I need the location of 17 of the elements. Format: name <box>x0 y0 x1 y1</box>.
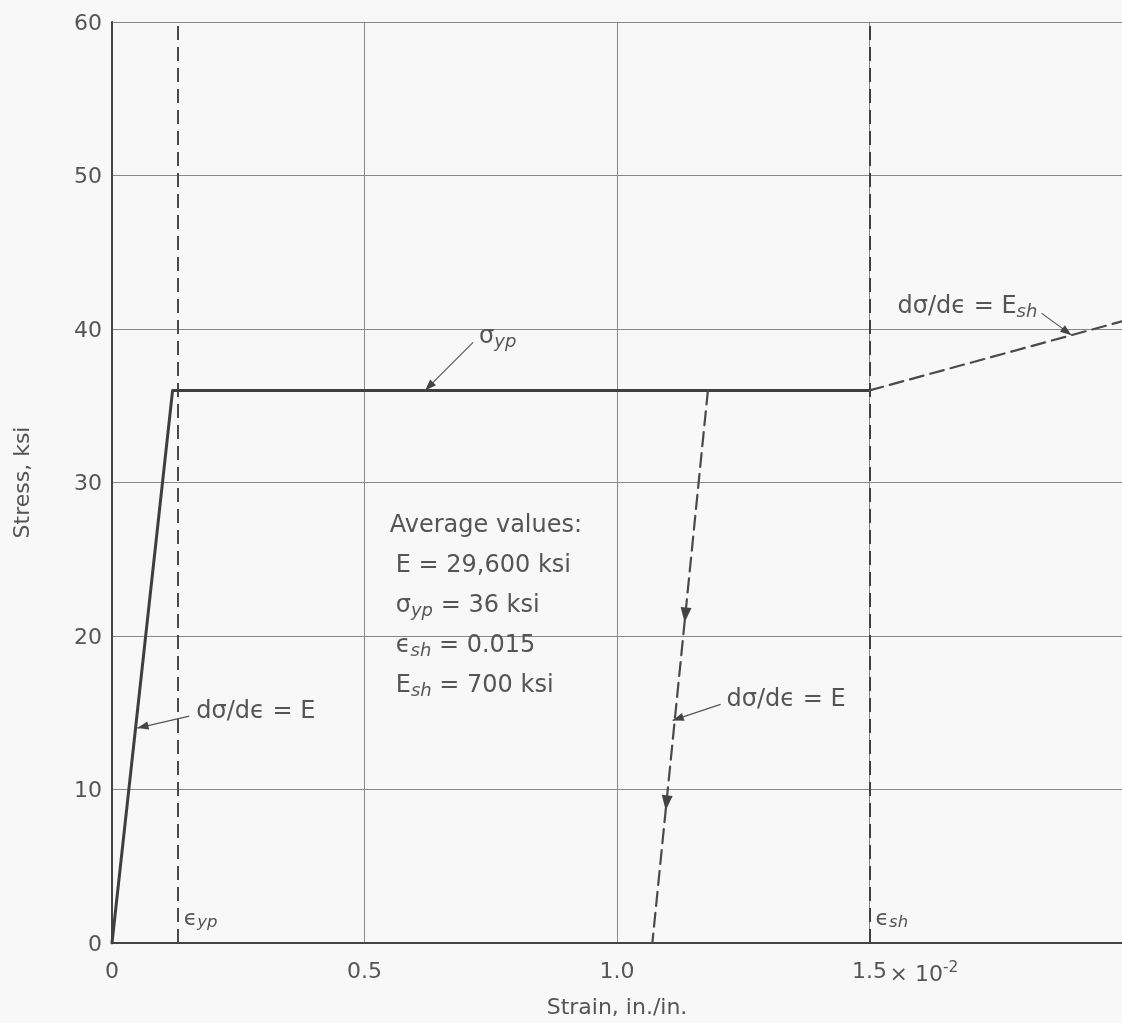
y-tick-label: 40 <box>74 316 102 342</box>
annotation: E = 29,600 ksi <box>395 549 571 578</box>
annotation: dσ/dϵ = E <box>726 684 846 713</box>
y-tick-label: 10 <box>74 777 102 802</box>
x-tick-label: 1.0 <box>599 957 635 983</box>
y-tick-label: 20 <box>74 623 102 649</box>
x-tick-label: 1.5 <box>852 957 887 983</box>
y-axis-title: Stress, ksi <box>8 426 34 539</box>
annotation: Average values: <box>389 509 583 538</box>
y-tick-label: 50 <box>74 163 102 188</box>
x-tick-label: 0 <box>105 957 119 983</box>
x-axis-title: Strain, in./in. <box>546 993 688 1019</box>
y-tick-label: 0 <box>88 930 102 956</box>
annotation: dσ/dϵ = E <box>196 696 316 725</box>
y-tick-label: 60 <box>74 9 102 35</box>
y-tick-label: 30 <box>74 470 102 495</box>
x-tick-label: 0.5 <box>347 957 382 983</box>
